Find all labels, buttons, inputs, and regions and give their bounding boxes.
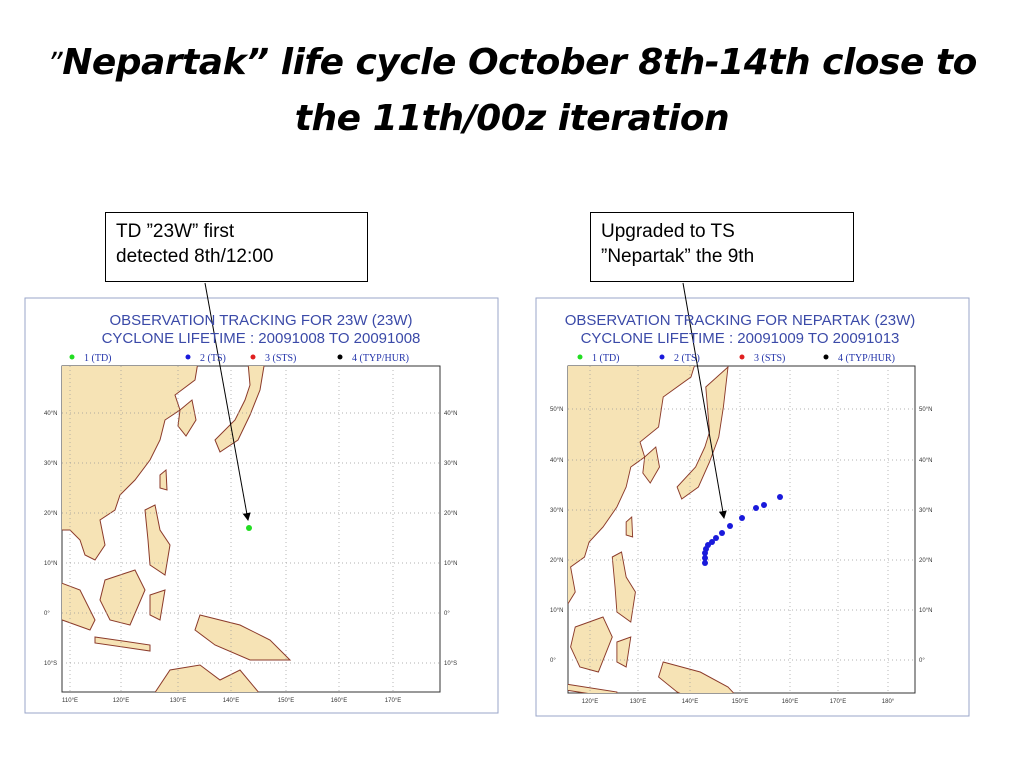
arrow	[204, 282, 251, 521]
lon-label: 130°E	[170, 698, 186, 704]
map-title: OBSERVATION TRACKING FOR NEPARTAK (23W)	[565, 312, 916, 329]
legend-dot	[69, 354, 75, 360]
lon-label: 160°E	[331, 698, 347, 704]
lon-label: 150°E	[278, 698, 294, 704]
lon-label: 130°E	[630, 699, 646, 705]
legend-label: 4 (TYP/HUR)	[352, 353, 409, 364]
lon-label: 150°E	[732, 699, 748, 705]
legend-label: 2 (TS)	[200, 353, 226, 364]
legend-dot	[337, 354, 343, 360]
lon-label: 140°E	[682, 699, 698, 705]
lon-label: 170°E	[385, 698, 401, 704]
track-point	[246, 525, 252, 531]
legend-dot	[739, 354, 745, 360]
legend-dot	[185, 354, 191, 360]
title-quote: ”	[47, 47, 63, 82]
callout-line: Upgraded to TS	[601, 221, 735, 242]
lat-label: 50°N	[550, 407, 563, 413]
callout: TD ”23W” first detected 8th/12:00	[105, 212, 368, 282]
title-line: the 11th/00z iteration	[294, 98, 730, 139]
lat-label: 10°N	[444, 561, 457, 567]
lat-label: 0°	[919, 658, 925, 664]
lat-label: 50°N	[919, 407, 932, 413]
lat-label: 30°N	[550, 508, 563, 514]
legend-label: 3 (STS)	[754, 353, 785, 364]
legend-label: 4 (TYP/HUR)	[838, 353, 895, 364]
lon-label: 170°E	[830, 699, 846, 705]
legend-label: 1 (TD)	[592, 353, 620, 364]
map-title: CYCLONE LIFETIME : 20091008 TO 20091008	[102, 330, 421, 347]
legend-label: 1 (TD)	[84, 353, 112, 364]
lat-label: 0°	[550, 658, 556, 664]
lon-label: 110°E	[62, 698, 78, 704]
lat-label: 30°N	[919, 508, 932, 514]
lat-label: 20°N	[44, 511, 57, 517]
lat-label: 20°N	[550, 558, 563, 564]
lon-label: 120°E	[113, 698, 129, 704]
legend-dot	[577, 354, 583, 360]
lat-label: 20°N	[444, 511, 457, 517]
callout-line: ”Nepartak” the 9th	[601, 246, 755, 267]
lat-label: 40°N	[550, 458, 563, 464]
callout-line: TD ”23W” first	[116, 221, 235, 242]
legend-dot	[823, 354, 829, 360]
legend-label: 2 (TS)	[674, 353, 700, 364]
track	[702, 494, 783, 566]
map-title: OBSERVATION TRACKING FOR 23W (23W)	[109, 312, 412, 329]
legend-dot	[659, 354, 665, 360]
lat-label: 0°	[44, 611, 50, 617]
title-line: Nepartak” life cycle October 8th-14th cl…	[62, 42, 977, 83]
map-title: CYCLONE LIFETIME : 20091009 TO 20091013	[581, 330, 900, 347]
lat-label: 30°N	[444, 461, 457, 467]
lat-label: 10°N	[44, 561, 57, 567]
lat-label: 20°N	[919, 558, 932, 564]
lat-label: 40°N	[444, 411, 457, 417]
lon-label: 160°E	[782, 699, 798, 705]
legend-dot	[250, 354, 256, 360]
lat-label: 10°N	[919, 608, 932, 614]
arrow	[682, 282, 727, 519]
slide-title: ”Nepartak” life cycle October 8th-14th c…	[40, 36, 984, 146]
callout: Upgraded to TS ”Nepartak” the 9th	[590, 212, 854, 282]
lon-label: 120°E	[582, 699, 598, 705]
lat-label: 10°S	[444, 661, 457, 667]
lat-label: 30°N	[44, 461, 57, 467]
lat-label: 10°S	[44, 661, 57, 667]
lat-label: 0°	[444, 611, 450, 617]
lat-label: 10°N	[550, 608, 563, 614]
lon-label: 180°	[882, 699, 895, 705]
legend-label: 3 (STS)	[265, 353, 296, 364]
lat-label: 40°N	[44, 411, 57, 417]
lon-label: 140°E	[223, 698, 239, 704]
callout-line: detected 8th/12:00	[116, 246, 274, 267]
lat-label: 40°N	[919, 458, 932, 464]
